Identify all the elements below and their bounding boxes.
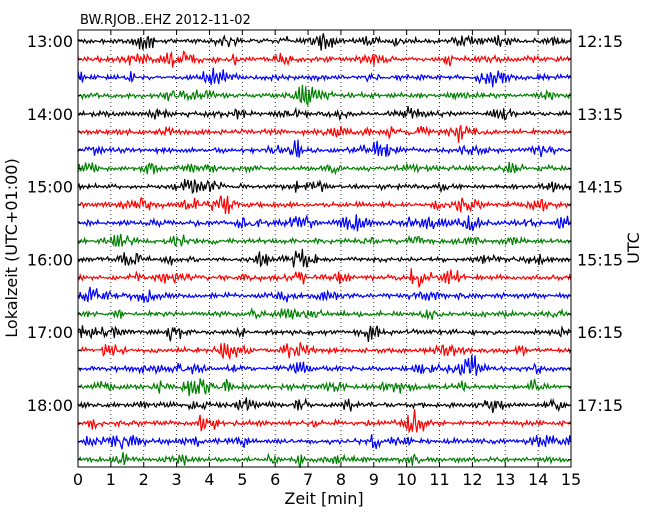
- trace-line: [77, 397, 572, 414]
- trace-line: [77, 161, 571, 176]
- x-tick-labels: 0 1 2 3 4 5 6 7 8 9 10 11 12 13 14 15: [73, 470, 581, 489]
- x-tick-label: 10: [396, 470, 416, 489]
- x-tick-label: 8: [336, 470, 346, 489]
- x-tick-label: 7: [303, 470, 313, 489]
- y-tick-label-left: 17:00: [27, 323, 73, 342]
- trace-line: [77, 434, 572, 450]
- x-tick-label: 1: [106, 470, 116, 489]
- x-tick-label: 2: [139, 470, 149, 489]
- minute-gridlines: [110, 30, 539, 467]
- y-axis-label-right: UTC: [624, 232, 643, 264]
- trace-line: [77, 233, 572, 248]
- trace-line: [77, 50, 571, 68]
- trace-line: [77, 105, 572, 122]
- x-tick-label: 6: [270, 470, 280, 489]
- y-tick-labels-left: 13:00 14:00 15:00 16:00 17:00 18:00: [27, 32, 73, 415]
- y-tick-label-right: 17:15: [577, 396, 623, 415]
- x-tick-label: 5: [237, 470, 247, 489]
- y-axis-label-left: Lokalzeit (UTC+01:00): [2, 158, 21, 337]
- trace-line: [77, 409, 572, 434]
- y-tick-label-left: 15:00: [27, 178, 73, 197]
- trace-line: [77, 306, 572, 321]
- trace-line: [77, 124, 572, 143]
- trace-line: [77, 84, 572, 107]
- trace-line: [77, 214, 572, 232]
- y-tick-label-right: 16:15: [577, 323, 623, 342]
- x-tick-label: 13: [495, 470, 515, 489]
- seismogram-traces: [77, 33, 572, 468]
- trace-line: [77, 451, 571, 468]
- x-tick-label: 9: [369, 470, 379, 489]
- y-tick-label-left: 18:00: [27, 396, 73, 415]
- y-tick-label-left: 16:00: [27, 250, 73, 269]
- trace-line: [77, 179, 572, 195]
- y-tick-label-right: 14:15: [577, 178, 623, 197]
- trace-line: [77, 286, 572, 303]
- x-tick-label: 3: [172, 470, 182, 489]
- x-axis-label: Zeit [min]: [284, 489, 363, 508]
- x-tick-label: 11: [429, 470, 449, 489]
- x-tick-label: 0: [73, 470, 83, 489]
- trace-line: [77, 248, 571, 268]
- y-tick-label-right: 12:15: [577, 32, 623, 51]
- y-tick-label-left: 14:00: [27, 105, 73, 124]
- trace-line: [77, 342, 572, 361]
- chart-title: BW.RJOB..EHZ 2012-11-02: [80, 13, 251, 28]
- trace-line: [77, 33, 572, 51]
- trace-line: [77, 325, 572, 343]
- trace-line: [77, 67, 572, 88]
- x-tick-label: 14: [528, 470, 548, 489]
- x-tick-label: 15: [561, 470, 581, 489]
- plot-frame: [77, 29, 572, 468]
- trace-line: [77, 139, 572, 158]
- y-tick-label-right: 13:15: [577, 105, 623, 124]
- y-tick-labels-right: 12:15 13:15 14:15 15:15 16:15 17:15: [577, 32, 623, 415]
- axis-ticks: [77, 30, 572, 467]
- trace-line: [77, 354, 572, 377]
- trace-line: [77, 378, 572, 397]
- trace-line: [77, 268, 572, 288]
- trace-line: [77, 195, 572, 215]
- x-tick-label: 4: [204, 470, 214, 489]
- y-tick-label-left: 13:00: [27, 32, 73, 51]
- x-tick-label: 12: [462, 470, 482, 489]
- y-tick-label-right: 15:15: [577, 250, 623, 269]
